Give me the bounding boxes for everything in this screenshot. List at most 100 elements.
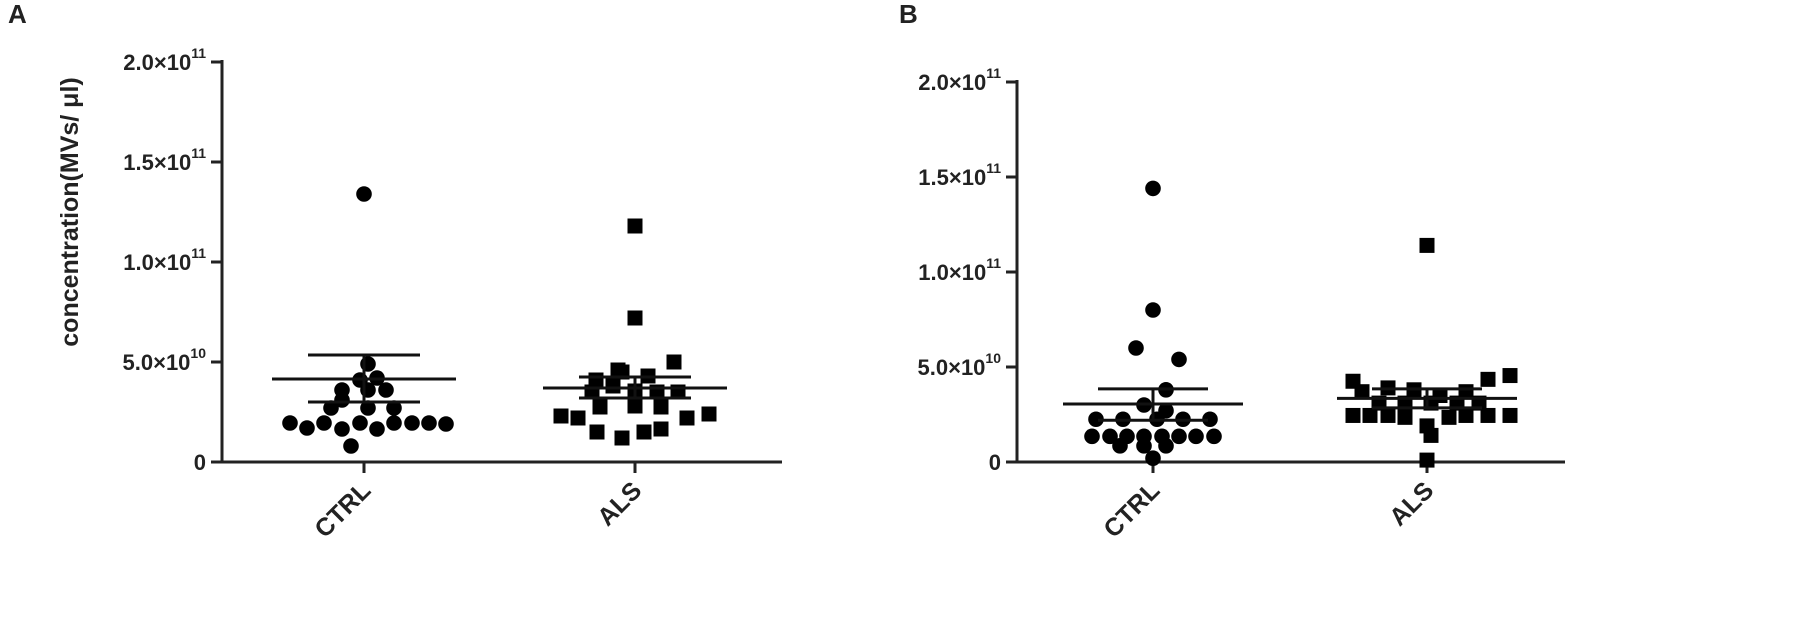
data-point-als: [1502, 407, 1518, 423]
data-point-ctrl: [404, 415, 420, 431]
data-point-ctrl: [282, 415, 298, 431]
data-point-als: [653, 421, 669, 437]
data-point-ctrl: [360, 400, 376, 416]
data-point-ctrl: [1171, 428, 1187, 445]
data-point-ctrl: [421, 415, 437, 431]
data-point-ctrl: [1158, 402, 1174, 419]
y-tick-exponent: 11: [191, 245, 206, 261]
data-point-als: [627, 218, 643, 234]
y-tick-exponent: 11: [986, 255, 1001, 271]
data-point-ctrl: [1188, 428, 1204, 445]
y-tick-mantissa: 0: [989, 450, 1001, 475]
data-point-ctrl: [1102, 428, 1118, 445]
chart-panel-b: B05.0×10101.0×10111.5×10112.0×1011concen…: [900, 0, 1565, 543]
data-point-als: [636, 424, 652, 440]
panel-b: B05.0×10101.0×10111.5×10112.0×1011concen…: [900, 0, 1801, 641]
y-tick-label: 5.0×1010: [918, 350, 1002, 380]
data-point-als: [1480, 407, 1496, 423]
y-tick-mantissa: 5.0×10: [918, 355, 986, 380]
y-tick-label: 2.0×1011: [918, 65, 1001, 95]
data-point-ctrl: [1171, 351, 1187, 368]
data-point-ctrl: [1145, 302, 1161, 318]
panel-a: A 0 5.0×1010 1.0×1011 1.5×1011 2.0×1011 concen…: [0, 0, 900, 641]
data-point-ctrl: [1136, 438, 1152, 454]
y-tick-label: 1.5×1011: [123, 145, 206, 175]
data-point-als: [1458, 407, 1474, 423]
y-tick-label: 1.5×1011: [918, 160, 1001, 190]
y-tick-exponent: 10: [985, 350, 1001, 366]
data-point-als: [1345, 373, 1361, 389]
data-point-als: [610, 362, 626, 378]
y-tick-mantissa: 2.0×10: [123, 50, 191, 75]
y-tick-mantissa: 0: [194, 450, 206, 475]
y-tick-exponent: 11: [986, 160, 1001, 176]
data-point-ctrl: [1145, 450, 1161, 467]
y-tick-exponent: 11: [986, 65, 1001, 81]
data-point-als: [666, 354, 682, 370]
y-tick-mantissa: 1.0×10: [918, 260, 986, 285]
data-point-als: [592, 399, 608, 415]
y-tick-label: 1.0×1011: [123, 245, 206, 275]
data-point-ctrl: [386, 415, 402, 431]
y-tick-exponent: 11: [191, 45, 206, 61]
data-point-ctrl: [1084, 428, 1100, 445]
data-point-ctrl: [1112, 438, 1128, 454]
y-tick-label: 2.0×1011: [123, 45, 206, 75]
data-point-ctrl: [334, 382, 350, 398]
data-point-ctrl: [386, 400, 402, 416]
data-point-ctrl: [1088, 411, 1104, 428]
data-point-ctrl: [356, 186, 372, 202]
data-point-als: [1480, 371, 1496, 387]
chart-panel-a: A05.0×10101.0×10111.5×10112.0×1011concen…: [8, 0, 782, 543]
data-point-ctrl: [1128, 340, 1144, 356]
data-point-als: [627, 398, 643, 414]
data-point-als: [1419, 452, 1435, 468]
data-point-als: [1502, 368, 1518, 384]
data-point-als: [1441, 409, 1457, 425]
panel-label: A: [8, 0, 27, 29]
data-point-als: [1419, 237, 1435, 253]
data-point-als: [553, 408, 569, 424]
data-point-als: [1397, 409, 1413, 425]
data-point-ctrl: [1158, 438, 1174, 454]
data-point-als: [570, 410, 586, 426]
data-point-als: [701, 406, 717, 422]
data-point-als: [653, 399, 669, 415]
data-point-als: [1423, 427, 1439, 443]
data-point-ctrl: [369, 421, 385, 437]
data-point-ctrl: [316, 415, 332, 431]
x-tick-label: CTRL: [309, 476, 376, 543]
y-tick-exponent: 11: [191, 145, 206, 161]
panel-label: B: [900, 0, 918, 29]
data-point-als: [614, 430, 630, 446]
data-point-ctrl: [343, 438, 359, 454]
data-point-als: [589, 424, 605, 440]
data-point-als: [1362, 407, 1378, 423]
data-point-ctrl: [378, 382, 394, 398]
data-point-ctrl: [334, 421, 350, 437]
data-point-ctrl: [1145, 180, 1161, 197]
data-point-als: [627, 310, 643, 326]
y-tick-label: 0: [989, 450, 1001, 475]
data-point-als: [1380, 407, 1396, 423]
data-point-als: [1345, 407, 1361, 423]
x-tick-label: ALS: [1384, 476, 1439, 531]
data-point-als: [679, 410, 695, 426]
y-tick-label: 0: [194, 450, 206, 475]
y-tick-mantissa: 1.0×10: [123, 250, 191, 275]
x-tick-label: ALS: [592, 476, 647, 531]
y-tick-label: 5.0×1010: [123, 345, 207, 375]
y-axis-label: concentration(MVs/ μl): [56, 77, 84, 346]
data-point-ctrl: [299, 420, 315, 436]
y-tick-label: 1.0×1011: [918, 255, 1001, 285]
data-point-als: [588, 372, 604, 388]
data-point-als: [605, 378, 621, 394]
data-point-ctrl: [1202, 411, 1218, 428]
y-tick-mantissa: 5.0×10: [123, 350, 191, 375]
y-tick-exponent: 10: [190, 345, 206, 361]
x-tick-label: CTRL: [1098, 476, 1165, 543]
y-tick-mantissa: 2.0×10: [918, 70, 986, 95]
data-point-ctrl: [438, 416, 454, 432]
data-point-ctrl: [1206, 428, 1222, 445]
y-tick-mantissa: 1.5×10: [918, 165, 986, 190]
